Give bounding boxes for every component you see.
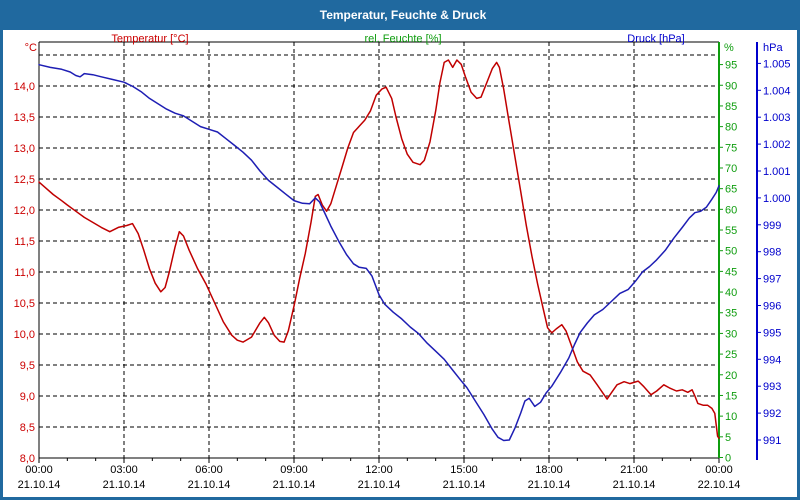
humidity-axis-tick-label: 0	[725, 453, 731, 465]
humidity-axis-tick-label: 60	[725, 204, 737, 216]
pressure-axis-tick-label: 993	[763, 381, 781, 393]
humidity-axis-tick-label: 25	[725, 349, 737, 361]
pressure-axis-tick-label: 991	[763, 435, 781, 447]
humidity-axis-tick-label: 30	[725, 328, 737, 340]
x-axis-date-label: 21.10.14	[358, 479, 401, 491]
humidity-axis-tick-label: 80	[725, 122, 737, 134]
x-axis-date-label: 21.10.14	[273, 479, 316, 491]
humidity-unit-label: %	[724, 42, 734, 54]
pressure-axis-tick-label: 995	[763, 327, 781, 339]
pressure-axis-tick-label: 999	[763, 220, 781, 232]
temp-axis-tick-label: 8,0	[20, 453, 35, 465]
x-axis-time-label: 00:00	[705, 464, 733, 476]
x-axis-time-label: 03:00	[110, 464, 138, 476]
temp-axis-tick-label: 11,0	[14, 267, 35, 279]
humidity-axis-tick-label: 40	[725, 287, 737, 299]
humidity-axis-tick-label: 65	[725, 184, 737, 196]
humidity-axis-tick-label: 50	[725, 246, 737, 258]
temp-axis-tick-label: 13,0	[14, 143, 35, 155]
temp-axis-tick-label: 10,0	[14, 329, 35, 341]
x-axis-date-label: 21.10.14	[103, 479, 146, 491]
legend-pressure: Druck [hPa]	[627, 33, 685, 45]
window-title: Temperatur, Feuchte & Druck	[319, 8, 487, 22]
temp-axis-tick-label: 14,0	[14, 81, 35, 93]
temp-axis-tick-label: 12,0	[14, 205, 35, 217]
pressure-axis-tick-label: 1.005	[763, 58, 791, 70]
pressure-axis-tick-label: 996	[763, 301, 781, 313]
temp-axis-tick-label: 8,5	[20, 422, 35, 434]
window-titlebar: Temperatur, Feuchte & Druck	[3, 3, 797, 30]
temp-axis-tick-label: 11,5	[14, 236, 35, 248]
humidity-axis-tick-label: 70	[725, 163, 737, 175]
humidity-axis-tick-label: 15	[725, 390, 737, 402]
temp-axis-tick-label: 9,5	[20, 360, 35, 372]
pressure-axis-tick-label: 994	[763, 354, 781, 366]
pressure-axis-tick-label: 992	[763, 408, 781, 420]
x-axis-time-label: 12:00	[365, 464, 393, 476]
legend-temperature: Temperatur [°C]	[111, 33, 189, 45]
pressure-curve	[38, 63, 720, 442]
humidity-axis-tick-label: 75	[725, 142, 737, 154]
x-axis-time-label: 15:00	[450, 464, 478, 476]
temp-axis-tick-label: 13,5	[14, 112, 35, 124]
pressure-axis-tick-label: 1.004	[763, 85, 791, 97]
legend-humidity: rel. Feuchte [%]	[364, 33, 442, 45]
x-axis-time-label: 00:00	[25, 464, 53, 476]
temp-axis-tick-label: 12,5	[14, 174, 35, 186]
pressure-axis-tick-label: 1.001	[763, 166, 791, 178]
pressure-axis-tick-label: 998	[763, 247, 781, 259]
humidity-axis-tick-label: 5	[725, 432, 731, 444]
pressure-axis-tick-label: 1.002	[763, 139, 791, 151]
pressure-axis-tick-label: 997	[763, 274, 781, 286]
humidity-axis-tick-label: 95	[725, 60, 737, 72]
pressure-axis-tick-label: 1.000	[763, 193, 791, 205]
pressure-unit-label: hPa	[763, 42, 783, 54]
x-axis-time-label: 09:00	[280, 464, 308, 476]
x-axis-time-label: 06:00	[195, 464, 223, 476]
x-axis-date-label: 21.10.14	[528, 479, 571, 491]
temperature-curve	[38, 59, 720, 439]
temp-axis-tick-label: 10,5	[14, 298, 35, 310]
x-axis-date-label: 21.10.14	[613, 479, 656, 491]
x-axis-time-label: 18:00	[535, 464, 563, 476]
humidity-axis-tick-label: 55	[725, 225, 737, 237]
x-axis-date-label: 21.10.14	[188, 479, 231, 491]
x-axis-time-label: 21:00	[620, 464, 648, 476]
x-axis-date-label: 21.10.14	[443, 479, 486, 491]
temperature-unit-label: °C	[24, 42, 37, 54]
x-axis-date-label: 21.10.14	[18, 479, 61, 491]
x-axis-date-label: 22.10.14	[698, 479, 741, 491]
humidity-axis-tick-label: 45	[725, 266, 737, 278]
humidity-axis-tick-label: 20	[725, 370, 737, 382]
temp-axis-tick-label: 9,0	[20, 391, 35, 403]
humidity-axis-tick-label: 35	[725, 308, 737, 320]
humidity-axis-tick-label: 85	[725, 101, 737, 113]
humidity-axis-tick-label: 90	[725, 80, 737, 92]
pressure-axis-tick-label: 1.003	[763, 112, 791, 124]
humidity-axis-tick-label: 10	[725, 411, 737, 423]
